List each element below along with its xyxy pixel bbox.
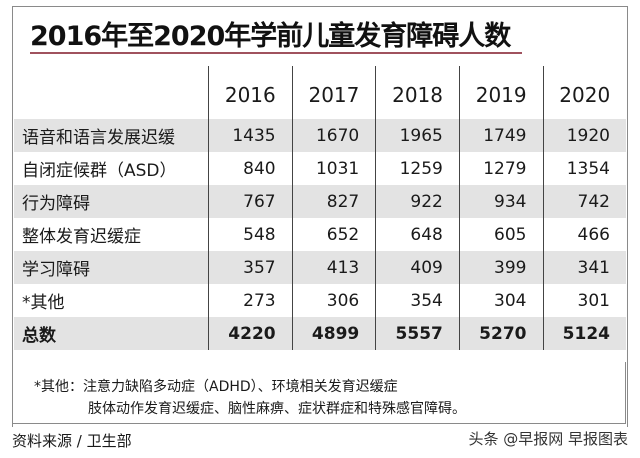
table-cell: 5557 — [375, 317, 460, 350]
table-cell: 306 — [291, 284, 376, 317]
table-cell: 304 — [458, 284, 543, 317]
source-text: 资料来源 / 卫生部 — [12, 432, 132, 450]
table-cell: 301 — [542, 284, 626, 317]
table-cell: 409 — [375, 251, 460, 284]
table-cell: 1435 — [208, 119, 293, 152]
column-header: 2019 — [458, 66, 543, 119]
table-cell: 548 — [208, 218, 293, 251]
title-underline — [30, 52, 522, 54]
row-label: *其他 — [22, 293, 65, 313]
row-label: 学习障碍 — [14, 251, 209, 284]
table-cell: 1920 — [542, 119, 626, 152]
footnote-line-2: 肢体动作发育迟缓症、脑性麻痹、症状群症和特殊感官障碍。 — [88, 401, 466, 417]
table-cell: 4220 — [208, 317, 293, 350]
column-header: 2020 — [542, 66, 626, 119]
column-header: 2017 — [291, 66, 376, 119]
header-empty — [14, 66, 209, 119]
table-cell: 354 — [375, 284, 460, 317]
table-cell: 1749 — [458, 119, 543, 152]
table-row: 行为障碍 767 827 922 934 742 — [14, 185, 626, 218]
table-cell: 652 — [291, 218, 376, 251]
table-frame — [12, 6, 628, 427]
table-cell: 4899 — [291, 317, 376, 350]
table-cell: 1259 — [375, 152, 460, 185]
row-label: 整体发育迟缓症 — [22, 227, 141, 247]
chart-title: 2016年至2020年学前儿童发育障碍人数 — [30, 21, 511, 52]
table-cell: 5270 — [458, 317, 543, 350]
table-row: *其他 273 306 354 304 301 — [14, 284, 626, 317]
table-cell: 5124 — [542, 317, 626, 350]
table-cell: 742 — [542, 185, 626, 218]
table-cell: 934 — [458, 185, 543, 218]
table-cell: 1279 — [458, 152, 543, 185]
table-cell: 341 — [542, 251, 626, 284]
table-cell: 1670 — [291, 119, 376, 152]
row-label: 语音和语言发展迟缓 — [14, 119, 209, 152]
table-cell: 605 — [458, 218, 543, 251]
row-label: 行为障碍 — [14, 185, 209, 218]
table-cell: 466 — [542, 218, 626, 251]
watermark-credit: 头条 @早报网 早报图表 — [468, 430, 628, 448]
table-cell: 922 — [375, 185, 460, 218]
table-cell: 1354 — [542, 152, 626, 185]
table-cell: 399 — [458, 251, 543, 284]
table-row: 语音和语言发展迟缓 1435 1670 1965 1749 1920 — [14, 119, 626, 152]
table-cell: 840 — [208, 152, 293, 185]
row-label: 自闭症候群（ASD） — [22, 161, 177, 181]
table-cell: 413 — [291, 251, 376, 284]
total-row: 总数 4220 4899 5557 5270 5124 — [14, 317, 626, 350]
table-cell: 1031 — [291, 152, 376, 185]
table-row: 整体发育迟缓症 548 652 648 605 466 — [14, 218, 626, 251]
table-cell: 827 — [291, 185, 376, 218]
footnote-box — [12, 362, 626, 424]
column-header: 2018 — [375, 66, 460, 119]
data-table: 2016 2017 2018 2019 2020 语音和语言发展迟缓 1435 1670 196… — [14, 66, 626, 350]
table-cell: 273 — [208, 284, 293, 317]
row-label: 总数 — [14, 317, 209, 350]
header-row: 2016 2017 2018 2019 2020 — [14, 66, 626, 119]
column-header: 2016 — [208, 66, 293, 119]
footnote-line-1: *其他：注意力缺陷多动症（ADHD）、环境相关发育迟缓症 — [34, 379, 398, 395]
table-cell: 648 — [375, 218, 460, 251]
table-cell: 1965 — [375, 119, 460, 152]
table-cell: 767 — [208, 185, 293, 218]
table-row: 自闭症候群（ASD） 840 1031 1259 1279 1354 — [14, 152, 626, 185]
table-row: 学习障碍 357 413 409 399 341 — [14, 251, 626, 284]
table-cell: 357 — [208, 251, 293, 284]
